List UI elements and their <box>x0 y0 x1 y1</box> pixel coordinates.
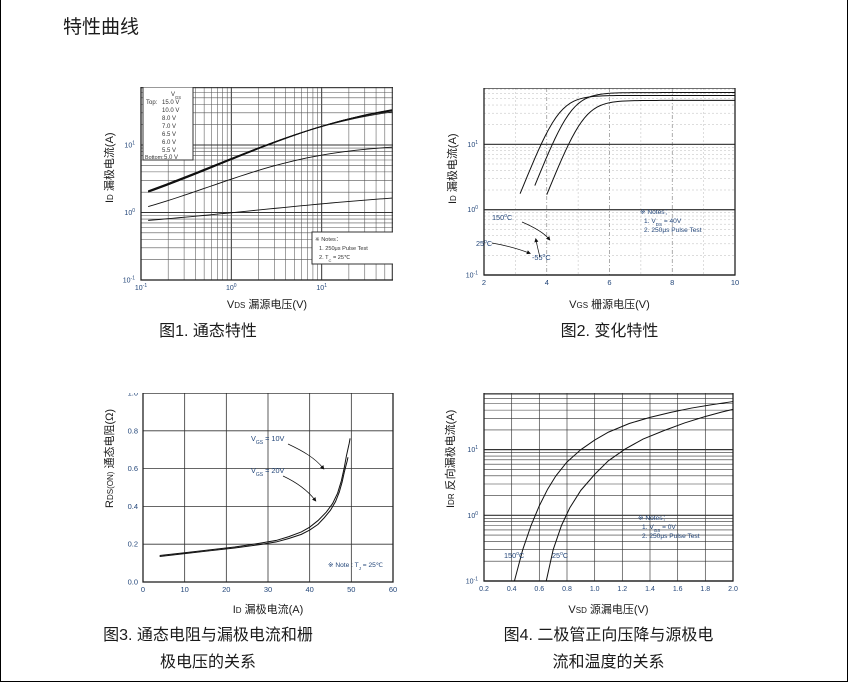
svg-text:1.0: 1.0 <box>590 586 600 593</box>
svg-text:-55oC: -55oC <box>532 253 551 262</box>
svg-text:1.6: 1.6 <box>673 586 683 593</box>
svg-text:10: 10 <box>181 585 189 594</box>
svg-text:10: 10 <box>731 278 739 287</box>
svg-text:25oC: 25oC <box>476 239 492 248</box>
svg-text:7.0 V: 7.0 V <box>162 124 176 130</box>
svg-text:30: 30 <box>264 585 272 594</box>
svg-text:0.6: 0.6 <box>534 586 544 593</box>
svg-text:8: 8 <box>670 278 674 287</box>
svg-text:20: 20 <box>222 585 230 594</box>
svg-text:※ Notes：: ※ Notes： <box>638 515 669 522</box>
svg-text:10.0 V: 10.0 V <box>162 108 179 114</box>
svg-text:1. 250μs Pulse Test: 1. 250μs Pulse Test <box>319 246 368 252</box>
svg-text:1.4: 1.4 <box>645 586 655 593</box>
svg-text:1.8: 1.8 <box>700 586 710 593</box>
svg-text:0.8: 0.8 <box>562 586 572 593</box>
svg-text:6: 6 <box>607 278 611 287</box>
svg-text:150oC: 150oC <box>492 213 512 222</box>
svg-text:1.0: 1.0 <box>128 393 138 398</box>
svg-text:0.4: 0.4 <box>507 586 517 593</box>
svg-text:0.0: 0.0 <box>128 578 138 587</box>
svg-text:Bottom:: Bottom: <box>145 155 164 161</box>
svg-text:5.5 V: 5.5 V <box>162 148 176 154</box>
svg-text:0: 0 <box>141 585 145 594</box>
svg-text:50: 50 <box>347 585 355 594</box>
svg-text:1.2: 1.2 <box>617 586 627 593</box>
svg-text:0.2: 0.2 <box>479 586 489 593</box>
svg-text:60: 60 <box>389 585 397 594</box>
svg-text:0.6: 0.6 <box>128 464 138 473</box>
svg-text:0.8: 0.8 <box>128 426 138 435</box>
svg-text:8.0 V: 8.0 V <box>162 116 176 122</box>
svg-text:Top:: Top: <box>146 100 158 106</box>
svg-text:6.5 V: 6.5 V <box>162 132 176 138</box>
svg-text:5.0 V: 5.0 V <box>164 155 178 161</box>
svg-text:0.2: 0.2 <box>128 540 138 549</box>
svg-text:0.4: 0.4 <box>128 502 138 511</box>
svg-text:2: 2 <box>482 278 486 287</box>
svg-text:※ Notes：: ※ Notes： <box>315 236 341 243</box>
svg-text:2. 250μs Pulse Test: 2. 250μs Pulse Test <box>642 533 700 540</box>
svg-text:6.0 V: 6.0 V <box>162 140 176 146</box>
svg-text:25oC: 25oC <box>552 551 568 560</box>
svg-text:150oC: 150oC <box>504 551 524 560</box>
svg-text:2. 250μs Pulse Test: 2. 250μs Pulse Test <box>644 227 702 234</box>
svg-text:40: 40 <box>306 585 314 594</box>
svg-text:4: 4 <box>545 278 549 287</box>
svg-text:※ Notes：: ※ Notes： <box>640 209 671 216</box>
svg-text:15.0 V: 15.0 V <box>162 100 179 106</box>
svg-text:2.0: 2.0 <box>728 586 738 593</box>
